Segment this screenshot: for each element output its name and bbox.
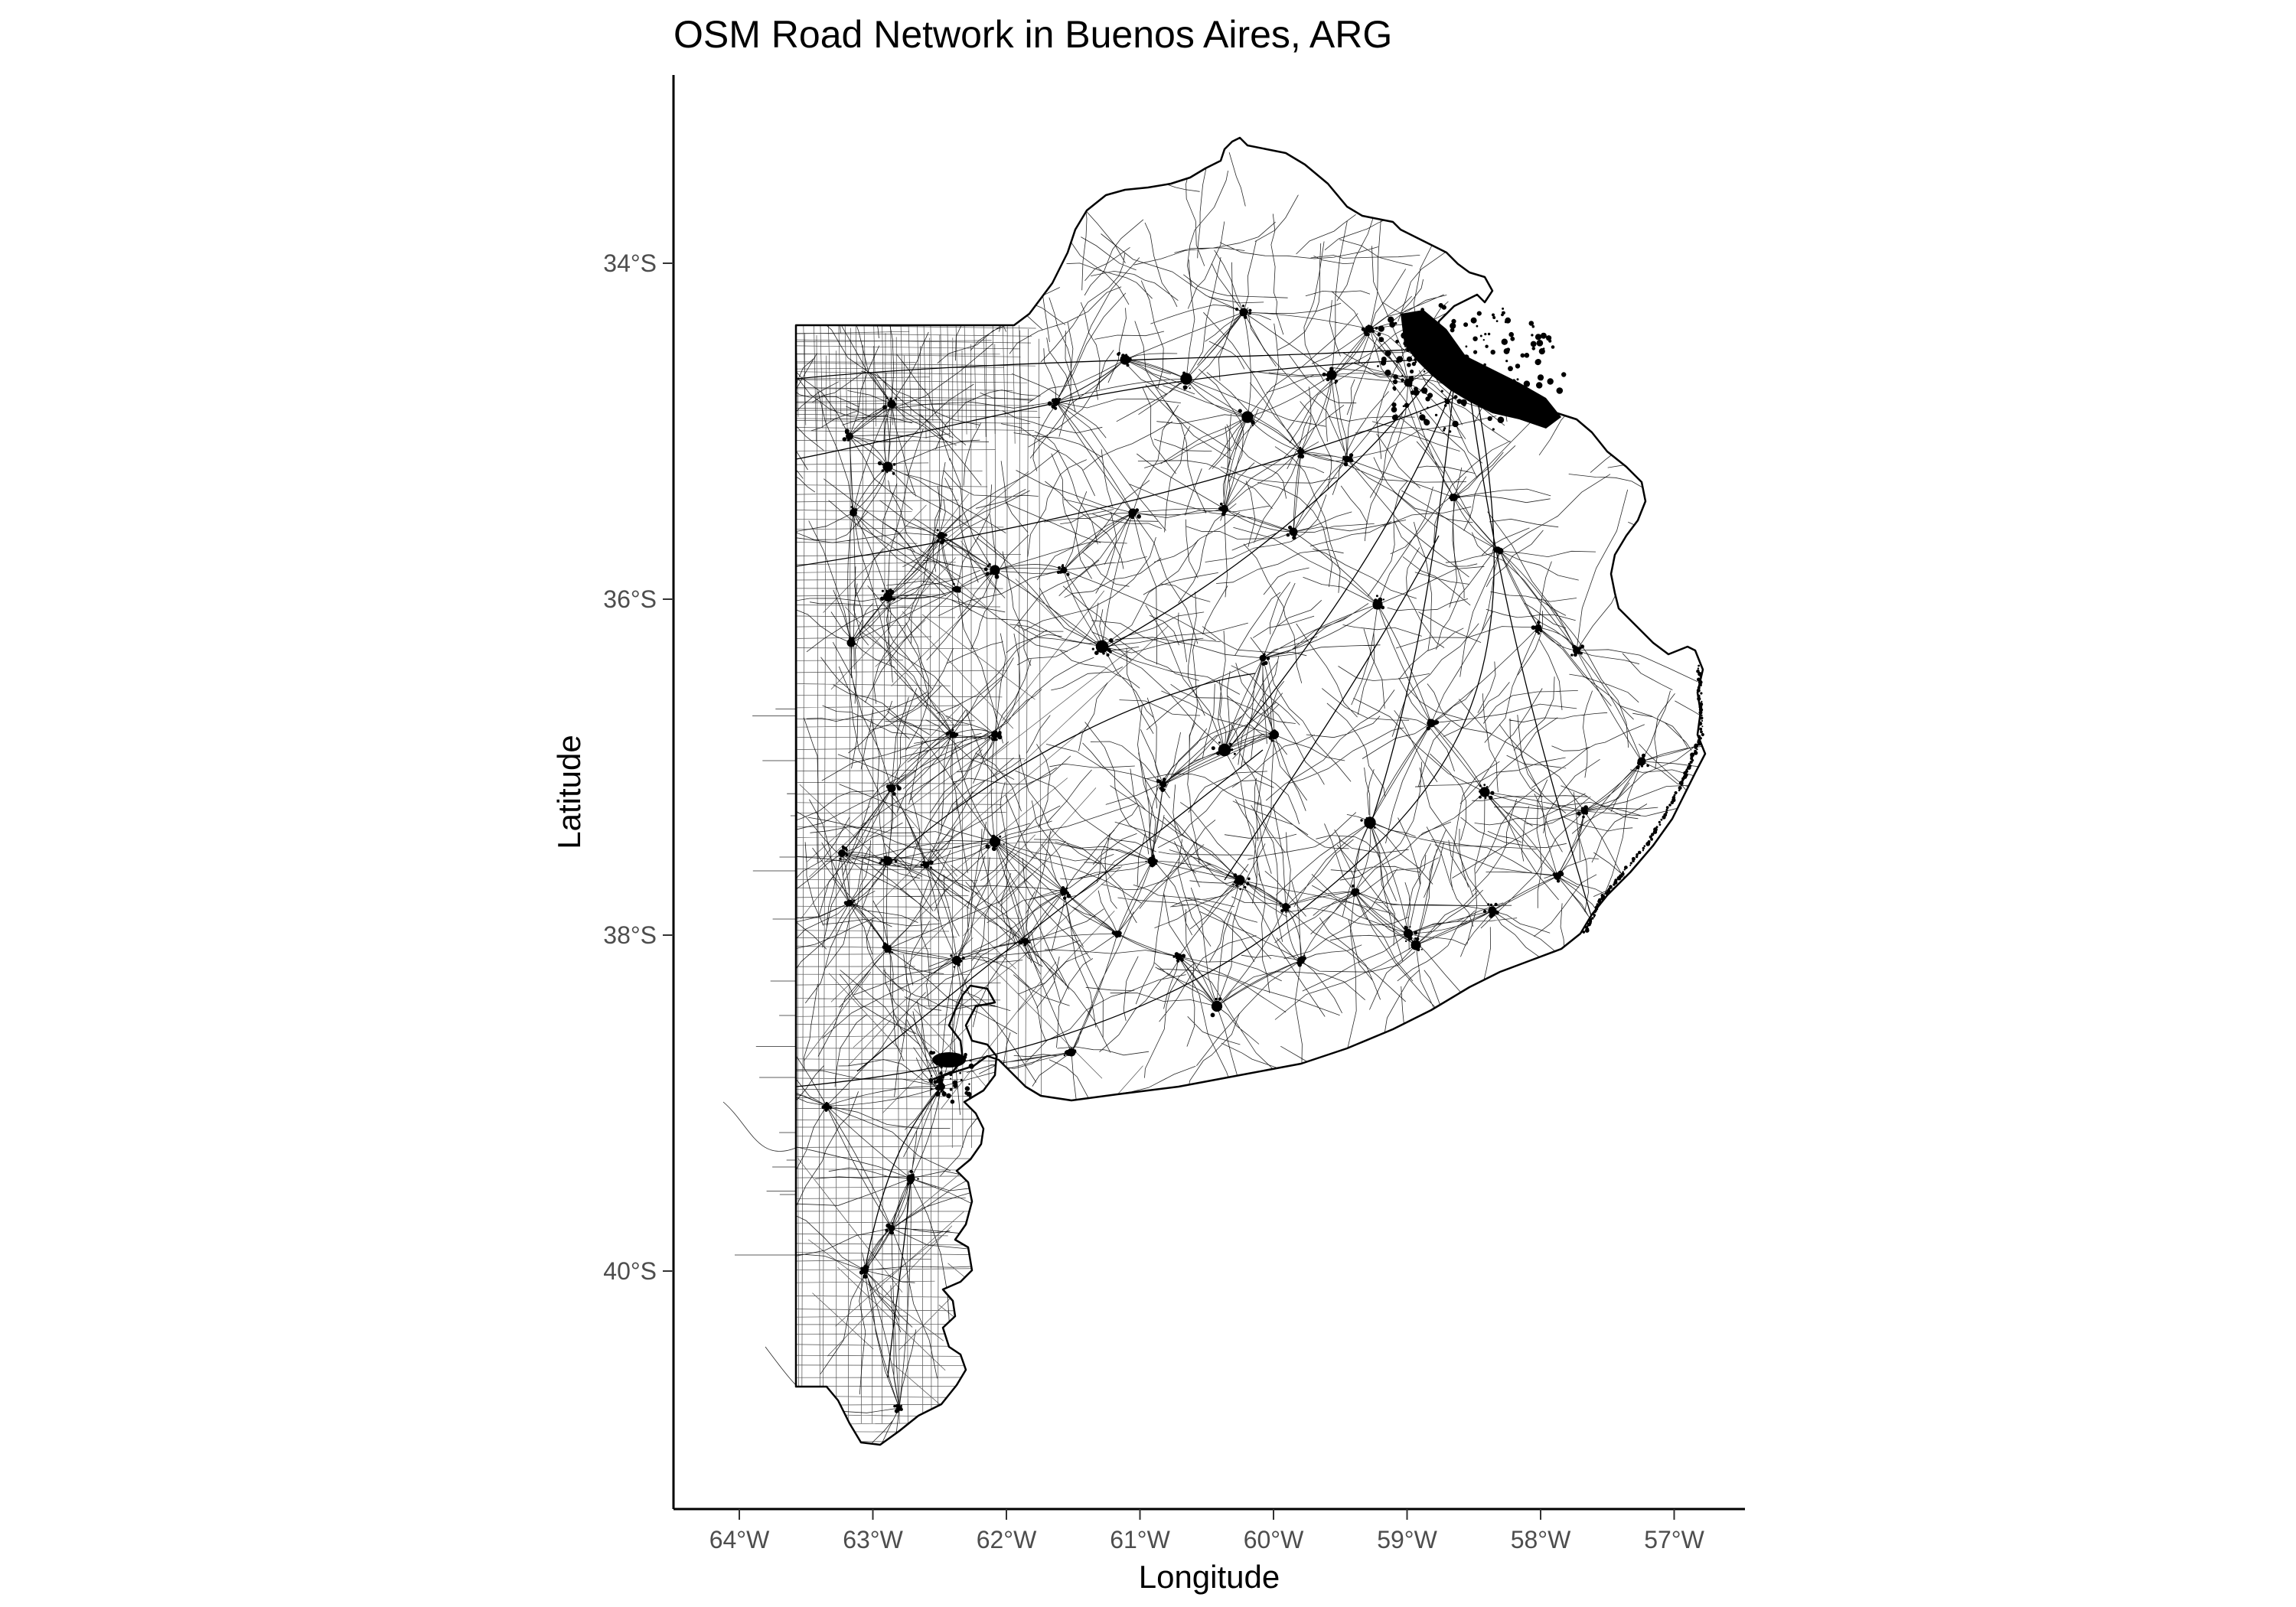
- town-cluster: [1322, 367, 1339, 384]
- north-grid-roads: [796, 324, 1041, 444]
- town-cluster: [1342, 453, 1354, 467]
- town-cluster: [877, 461, 896, 475]
- x-tick-label: 57°W: [1644, 1526, 1704, 1553]
- external-road-stubs: [722, 709, 797, 1386]
- highways: [796, 347, 1593, 1378]
- y-tick-label: 40°S: [603, 1257, 657, 1285]
- town-cluster: [1238, 409, 1255, 426]
- town-cluster: [893, 1403, 903, 1413]
- town-cluster: [1577, 805, 1589, 819]
- x-tick-label: 61°W: [1110, 1526, 1170, 1553]
- town-cluster: [985, 834, 1005, 852]
- town-cluster: [1172, 952, 1186, 963]
- town-cluster: [1145, 854, 1158, 868]
- y-axis-label: Latitude: [551, 735, 587, 849]
- town-cluster: [950, 954, 965, 968]
- x-tick-label: 63°W: [843, 1526, 903, 1553]
- town-cluster: [1350, 884, 1361, 897]
- town-cluster: [1268, 729, 1280, 742]
- town-cluster: [1449, 494, 1460, 501]
- town-cluster: [838, 845, 849, 860]
- town-cluster: [1479, 784, 1495, 800]
- town-cluster: [1361, 324, 1378, 337]
- town-cluster: [983, 562, 1000, 579]
- town-cluster: [885, 1222, 895, 1235]
- town-cluster: [1482, 902, 1499, 918]
- town-cluster: [885, 782, 902, 796]
- town-cluster: [846, 636, 856, 647]
- x-tick-label: 58°W: [1511, 1526, 1571, 1553]
- town-cluster: [1091, 638, 1114, 657]
- y-tick-label: 38°S: [603, 921, 657, 949]
- town-cluster: [821, 1101, 833, 1112]
- road-lines: [796, 138, 1705, 1445]
- town-cluster: [1210, 997, 1223, 1018]
- town-cluster: [1296, 954, 1306, 967]
- town-cluster: [1492, 546, 1504, 555]
- y-axis-ticks: 34°S 36°S 38°S 40°S: [603, 249, 673, 1285]
- town-cluster: [850, 506, 858, 517]
- town-cluster: [988, 730, 1003, 742]
- x-tick-label: 60°W: [1244, 1526, 1304, 1553]
- town-cluster: [843, 899, 856, 907]
- town-cluster: [1411, 937, 1423, 952]
- y-tick-label: 34°S: [603, 249, 657, 277]
- town-cluster: [1279, 902, 1291, 913]
- town-cluster: [1111, 931, 1122, 938]
- province-outline-layer: [722, 136, 1707, 1446]
- province-boundary: [794, 136, 1707, 1446]
- town-cluster: [920, 860, 934, 869]
- town-cluster: [1403, 925, 1418, 943]
- town-cluster: [951, 582, 961, 593]
- town-cluster: [945, 729, 959, 738]
- road-network-layer: [796, 138, 1705, 1445]
- town-cluster: [842, 429, 853, 442]
- town-cluster: [1259, 653, 1270, 667]
- town-cluster: [1180, 371, 1192, 390]
- town-cluster: [1056, 564, 1070, 576]
- town-cluster: [1636, 753, 1649, 770]
- town-cluster: [1218, 502, 1228, 517]
- town-cluster: [1296, 446, 1305, 459]
- town-cluster: [1372, 595, 1385, 610]
- town-cluster: [1552, 870, 1564, 883]
- town-cluster: [1063, 1048, 1077, 1057]
- town-cluster: [906, 1169, 919, 1185]
- town-cluster: [1060, 886, 1071, 900]
- town-cluster: [1211, 742, 1236, 757]
- town-cluster: [859, 1264, 869, 1279]
- inter-town-roads: [796, 186, 1705, 1445]
- town-cluster: [882, 397, 898, 410]
- x-tick-label: 64°W: [709, 1526, 770, 1553]
- y-tick-label: 36°S: [603, 585, 657, 613]
- town-cluster: [882, 942, 894, 953]
- town-cluster: [1570, 644, 1585, 657]
- town-cluster: [1156, 777, 1168, 793]
- x-axis-ticks: 64°W 63°W 62°W 61°W 60°W 59°W 58°W 57°W: [709, 1509, 1705, 1553]
- town-cluster: [1531, 621, 1543, 635]
- town-cluster: [1235, 305, 1252, 319]
- town-cluster: [879, 588, 895, 602]
- town-cluster: [1426, 719, 1440, 731]
- greater-buenos-aires-urban-area: [1377, 303, 1567, 433]
- town-cluster: [1286, 525, 1298, 540]
- town-cluster: [879, 856, 898, 866]
- x-axis-label: Longitude: [1139, 1559, 1280, 1595]
- x-tick-label: 59°W: [1377, 1526, 1437, 1553]
- town-cluster: [1047, 397, 1062, 410]
- town-cluster: [1360, 817, 1376, 830]
- town-cluster: [1019, 937, 1031, 947]
- town-cluster: [936, 529, 947, 545]
- town-cluster: [1128, 508, 1141, 520]
- town-cluster: [1117, 351, 1132, 367]
- x-tick-label: 62°W: [977, 1526, 1037, 1553]
- town-cluster: [1232, 873, 1251, 891]
- chart-title: OSM Road Network in Buenos Aires, ARG: [673, 13, 1392, 56]
- rural-roads: [796, 138, 1705, 1209]
